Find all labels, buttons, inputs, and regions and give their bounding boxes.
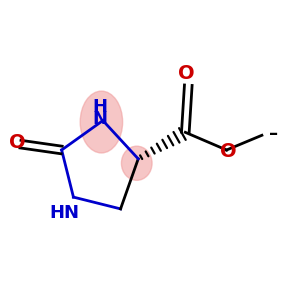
Text: H: H bbox=[92, 98, 107, 116]
Text: O: O bbox=[9, 133, 26, 152]
Text: –: – bbox=[269, 125, 278, 143]
Text: N: N bbox=[92, 110, 107, 128]
Text: O: O bbox=[220, 142, 236, 161]
Text: HN: HN bbox=[50, 204, 80, 222]
Ellipse shape bbox=[80, 91, 123, 153]
Text: O: O bbox=[178, 64, 195, 83]
Ellipse shape bbox=[122, 146, 152, 180]
